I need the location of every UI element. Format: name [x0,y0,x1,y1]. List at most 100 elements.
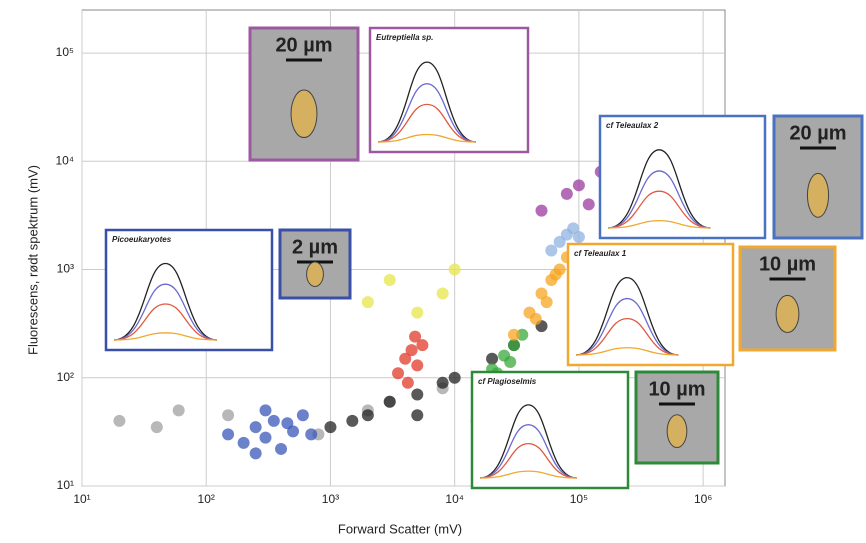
inset-curve [607,149,711,229]
point [567,222,580,235]
point [545,244,558,257]
point [249,447,262,460]
cell [666,414,688,449]
y-tick-label: 10¹ [57,478,74,492]
cell [806,172,830,218]
point [405,344,418,357]
inset-curve [607,219,711,229]
inset-curve [113,262,217,341]
point [507,339,520,352]
inset-curve [575,276,679,356]
point [249,421,262,434]
point [401,376,414,389]
point [504,355,517,368]
point [392,367,405,380]
inset-curve [113,303,217,341]
inset-curve [479,442,577,479]
point [436,287,449,300]
point [399,352,412,365]
x-tick-label: 10³ [322,492,339,506]
point [296,409,309,422]
y-tick-label: 10³ [57,262,74,276]
inset-title: cf Teleaulax 2 [606,121,659,130]
x-tick-label: 10⁶ [694,492,712,506]
point [448,371,461,384]
inset-title: cf Plagioselmis [478,377,537,386]
x-tick-label: 10⁵ [570,492,588,506]
inset-curve [575,317,679,356]
scale-label: 20 µm [789,122,846,144]
point [361,296,374,309]
scale-label: 10 µm [648,378,705,400]
y-tick-label: 10² [57,370,74,384]
point [281,417,294,430]
scale-label: 20 µm [275,34,332,56]
point [516,328,529,341]
point [150,421,163,434]
point [540,296,553,309]
cell [290,89,318,139]
point [383,395,396,408]
point [411,388,424,401]
y-tick-label: 10⁴ [55,153,74,167]
inset-curve [113,332,217,341]
inset-curve [479,404,577,479]
point [582,198,595,211]
point [416,339,429,352]
point [535,204,548,217]
point [113,414,126,427]
inset-curve [575,347,679,356]
inset-curve [479,424,577,479]
inset-panel [368,26,530,154]
inset-curve [607,190,711,229]
x-tick-label: 10⁴ [445,492,464,506]
scale-label: 10 µm [759,253,816,275]
inset-title: Picoeukaryotes [112,235,172,244]
point [411,306,424,319]
point [259,404,272,417]
inset-curve [377,133,476,143]
point [346,414,359,427]
point [411,359,424,372]
point [259,431,272,444]
point [409,330,422,343]
x-tick-label: 10² [198,492,215,506]
inset-curve [607,170,711,229]
point [560,187,573,200]
point [411,409,424,422]
point [361,409,374,422]
point [222,409,235,422]
cell [306,261,324,287]
inset-title: cf Teleaulax 1 [574,249,627,258]
inset-curve [377,103,476,143]
y-tick-label: 10⁵ [56,45,74,59]
point [572,230,585,243]
point [436,376,449,389]
inset-title: Eutreptiella sp. [376,33,433,42]
point [572,179,585,192]
point [383,274,396,287]
y-axis-label: Fluorescens, rødt spektrum (mV) [25,165,40,355]
point [448,263,461,276]
inset-curve [113,283,217,341]
point [549,268,562,281]
point [267,414,280,427]
point [305,428,318,441]
inset-curve [377,83,476,143]
scale-label: 2 µm [292,236,338,258]
x-tick-label: 10¹ [73,492,90,506]
inset-curve [575,297,679,356]
inset-curve [479,470,577,479]
point [222,428,235,441]
inset-curve [377,61,477,143]
x-axis-label: Forward Scatter (mV) [338,521,462,536]
point [237,436,250,449]
point [324,421,337,434]
point [275,442,288,455]
point [486,352,499,365]
cell [775,294,800,333]
point [172,404,185,417]
point [529,312,542,325]
point [507,328,520,341]
